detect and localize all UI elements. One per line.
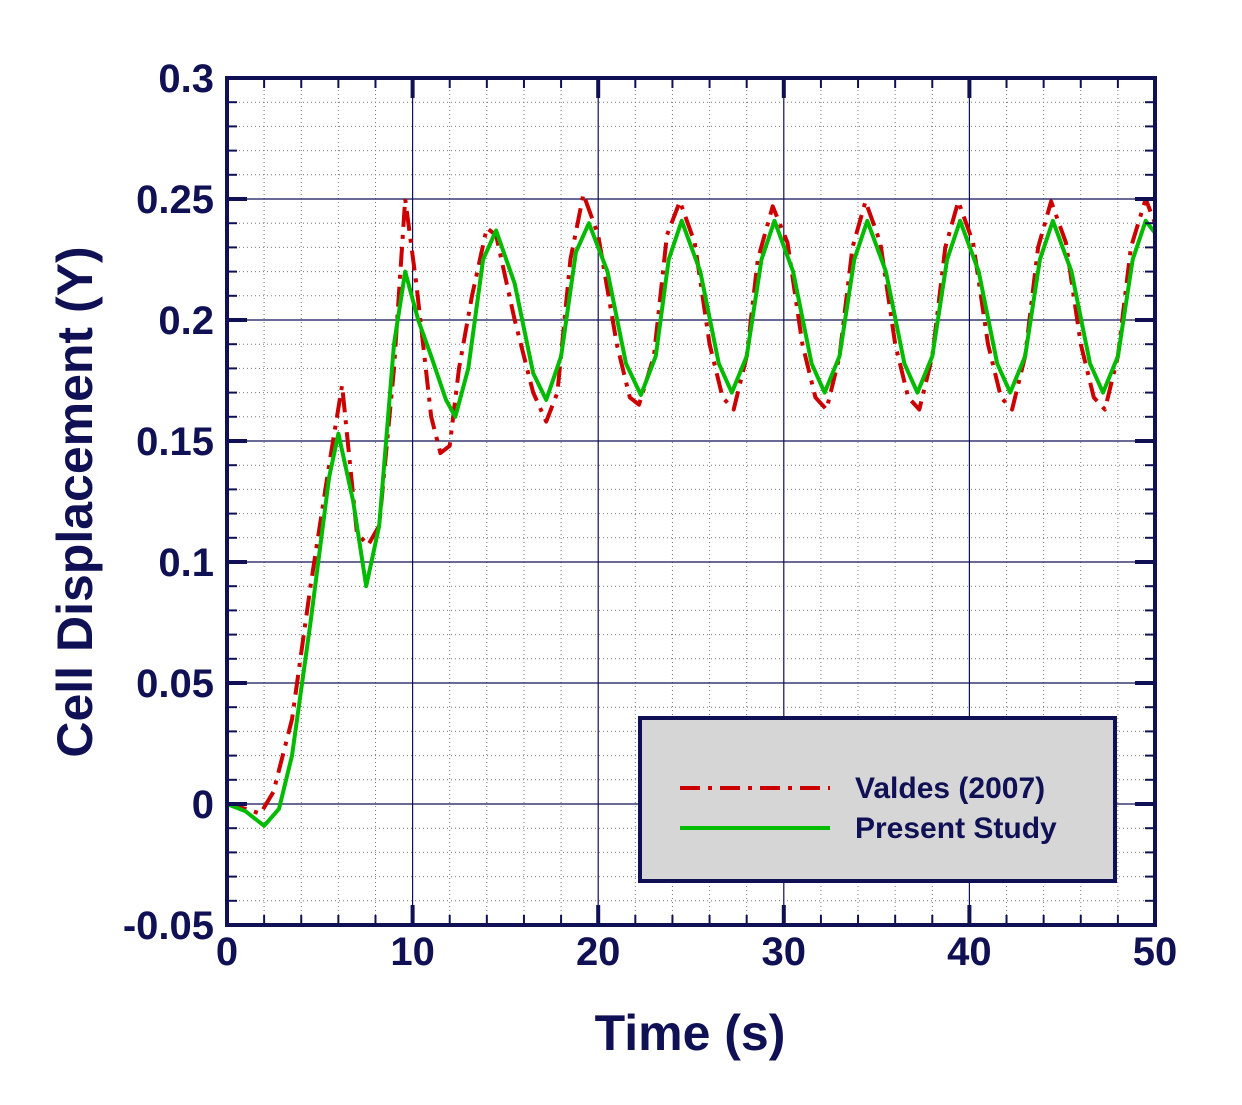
- legend-box: [638, 716, 1117, 883]
- x-tick-label: 20: [576, 930, 621, 974]
- y-tick-label: 0: [192, 783, 214, 827]
- plot-frame: [225, 76, 1157, 927]
- x-tick-label: 40: [947, 930, 992, 974]
- y-tick-labels: -0.05 0 0.05 0.1 0.15 0.2 0.25 0.3: [123, 57, 214, 948]
- x-tick-label: 30: [762, 930, 807, 974]
- y-tick-label: -0.05: [123, 904, 214, 948]
- y-tick-label: 0.1: [158, 541, 214, 585]
- legend: Valdes (2007) Present Study: [638, 716, 1117, 883]
- y-tick-label: 0.25: [136, 178, 214, 222]
- y-tick-label: 0.15: [136, 420, 214, 464]
- x-tick-labels: 0 10 20 30 40 50: [216, 930, 1177, 974]
- x-axis-label: Time (s): [595, 1005, 786, 1061]
- x-tick-label: 10: [390, 930, 435, 974]
- y-tick-label: 0.2: [158, 299, 214, 343]
- legend-label-valdes: Valdes (2007): [855, 772, 1045, 805]
- legend-label-present-study: Present Study: [855, 812, 1057, 845]
- y-tick-label: 0.05: [136, 662, 214, 706]
- series-line-present-study: [226, 218, 1157, 828]
- y-axis-label: Cell Displacement (Y): [47, 246, 103, 757]
- tick-marks: [225, 76, 1157, 927]
- y-tick-label: 0.3: [158, 57, 214, 101]
- x-tick-label: 50: [1133, 930, 1178, 974]
- x-tick-label: 0: [216, 930, 238, 974]
- series-layer: [226, 192, 1157, 828]
